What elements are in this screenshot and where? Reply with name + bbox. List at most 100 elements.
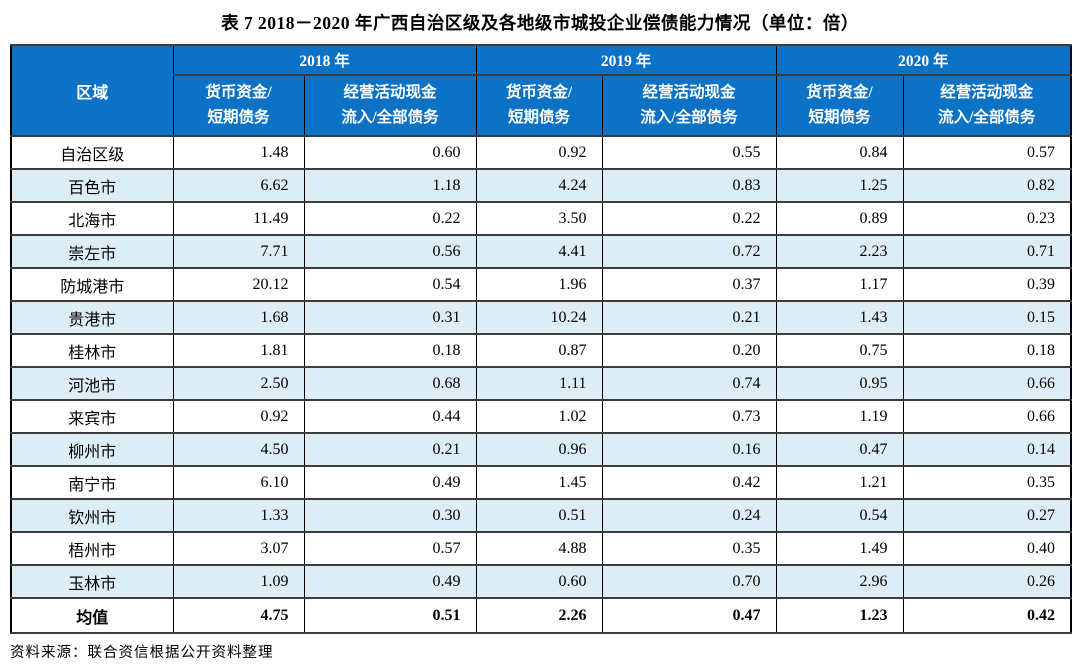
metric-line: 货币资金/ bbox=[505, 84, 573, 102]
value-cell: 0.95 bbox=[775, 366, 904, 401]
value-cell: 0.24 bbox=[601, 498, 777, 533]
value-cell: 0.57 bbox=[303, 531, 477, 566]
region-cell: 自治区级 bbox=[10, 135, 174, 170]
value-cell: 1.17 bbox=[775, 267, 904, 302]
metric-header-money-2020: 货币资金/ 短期债务 bbox=[775, 74, 904, 137]
column-header-region: 区域 bbox=[10, 44, 174, 137]
region-cell: 梧州市 bbox=[10, 531, 174, 566]
table-row: 桂林市 1.81 0.18 0.87 0.20 0.75 0.18 bbox=[10, 333, 1072, 368]
value-cell: 2.50 bbox=[172, 366, 305, 401]
source-note: 资料来源：联合资信根据公开资料整理 bbox=[10, 645, 274, 661]
metric-line: 流入/全部债务 bbox=[938, 108, 1036, 126]
region-cell: 崇左市 bbox=[10, 234, 174, 269]
value-cell: 1.11 bbox=[475, 366, 603, 401]
value-cell: 4.24 bbox=[475, 168, 603, 203]
value-cell: 2.96 bbox=[775, 564, 904, 599]
value-cell: 1.25 bbox=[775, 168, 904, 203]
value-cell: 0.40 bbox=[902, 531, 1072, 566]
value-cell: 0.21 bbox=[601, 300, 777, 335]
region-cell: 柳州市 bbox=[10, 432, 174, 467]
value-cell: 0.22 bbox=[303, 201, 477, 236]
table-row: 北海市 11.49 0.22 3.50 0.22 0.89 0.23 bbox=[10, 201, 1072, 236]
value-cell: 0.27 bbox=[902, 498, 1072, 533]
value-cell: 0.54 bbox=[775, 498, 904, 533]
value-cell: 0.71 bbox=[902, 234, 1072, 269]
value-cell: 0.21 bbox=[303, 432, 477, 467]
year-header-2020: 2020 年 bbox=[775, 44, 1072, 76]
region-cell: 北海市 bbox=[10, 201, 174, 236]
metric-line: 经营活动现金 bbox=[642, 84, 736, 102]
value-cell: 0.14 bbox=[902, 432, 1072, 467]
value-cell: 4.41 bbox=[475, 234, 603, 269]
metric-line: 经营活动现金 bbox=[343, 84, 437, 102]
value-cell: 0.37 bbox=[601, 267, 777, 302]
metric-header-cash-2018: 经营活动现金 流入/全部债务 bbox=[303, 74, 477, 137]
value-cell: 0.66 bbox=[902, 399, 1072, 434]
value-cell: 0.49 bbox=[303, 465, 477, 500]
table-row: 防城港市 20.12 0.54 1.96 0.37 1.17 0.39 bbox=[10, 267, 1072, 302]
value-cell: 0.74 bbox=[601, 366, 777, 401]
debt-capacity-table: 区域 2018 年 2019 年 2020 年 货币资金/ 短期债务 经营活动现… bbox=[10, 44, 1073, 634]
metric-line: 经营活动现金 bbox=[940, 84, 1034, 102]
table-row: 河池市 2.50 0.68 1.11 0.74 0.95 0.66 bbox=[10, 366, 1072, 401]
year-header-2018: 2018 年 bbox=[172, 44, 477, 76]
region-cell: 玉林市 bbox=[10, 564, 174, 599]
value-cell: 1.21 bbox=[775, 465, 904, 500]
value-cell: 0.92 bbox=[475, 135, 603, 170]
value-cell: 0.96 bbox=[475, 432, 603, 467]
value-cell: 1.81 bbox=[172, 333, 305, 368]
value-cell: 0.82 bbox=[902, 168, 1072, 203]
value-cell: 6.62 bbox=[172, 168, 305, 203]
region-cell: 南宁市 bbox=[10, 465, 174, 500]
value-cell: 0.57 bbox=[902, 135, 1072, 170]
value-cell: 0.44 bbox=[303, 399, 477, 434]
value-cell: 0.23 bbox=[902, 201, 1072, 236]
value-cell: 0.87 bbox=[475, 333, 603, 368]
metric-line: 短期债务 bbox=[508, 108, 571, 126]
value-cell: 0.20 bbox=[601, 333, 777, 368]
value-cell: 0.83 bbox=[601, 168, 777, 203]
value-cell: 1.68 bbox=[172, 300, 305, 335]
table-header: 区域 2018 年 2019 年 2020 年 货币资金/ 短期债务 经营活动现… bbox=[10, 44, 1072, 137]
value-cell: 10.24 bbox=[475, 300, 603, 335]
value-cell: 0.60 bbox=[475, 564, 603, 599]
metric-header-money-2019: 货币资金/ 短期债务 bbox=[475, 74, 603, 137]
value-cell: 0.70 bbox=[601, 564, 777, 599]
table-row: 来宾市 0.92 0.44 1.02 0.73 1.19 0.66 bbox=[10, 399, 1072, 434]
value-cell: 3.50 bbox=[475, 201, 603, 236]
value-cell: 0.66 bbox=[902, 366, 1072, 401]
region-cell: 百色市 bbox=[10, 168, 174, 203]
value-cell: 0.18 bbox=[303, 333, 477, 368]
value-cell: 0.55 bbox=[601, 135, 777, 170]
value-cell: 1.02 bbox=[475, 399, 603, 434]
value-cell: 1.43 bbox=[775, 300, 904, 335]
value-cell: 0.47 bbox=[601, 597, 777, 634]
value-cell: 2.26 bbox=[475, 597, 603, 634]
year-header-2019: 2019 年 bbox=[475, 44, 777, 76]
value-cell: 0.72 bbox=[601, 234, 777, 269]
metric-line: 货币资金/ bbox=[205, 84, 272, 102]
value-cell: 1.96 bbox=[475, 267, 603, 302]
value-cell: 0.60 bbox=[303, 135, 477, 170]
table-row: 柳州市 4.50 0.21 0.96 0.16 0.47 0.14 bbox=[10, 432, 1072, 467]
table-row: 玉林市 1.09 0.49 0.60 0.70 2.96 0.26 bbox=[10, 564, 1072, 599]
value-cell: 0.47 bbox=[775, 432, 904, 467]
region-cell: 防城港市 bbox=[10, 267, 174, 302]
value-cell: 3.07 bbox=[172, 531, 305, 566]
table-row: 崇左市 7.71 0.56 4.41 0.72 2.23 0.71 bbox=[10, 234, 1072, 269]
value-cell: 0.31 bbox=[303, 300, 477, 335]
metric-header-cash-2019: 经营活动现金 流入/全部债务 bbox=[601, 74, 777, 137]
metric-header-money-2018: 货币资金/ 短期债务 bbox=[172, 74, 305, 137]
value-cell: 0.42 bbox=[902, 597, 1072, 634]
region-cell: 河池市 bbox=[10, 366, 174, 401]
metric-line: 货币资金/ bbox=[806, 84, 873, 102]
value-cell: 0.35 bbox=[601, 531, 777, 566]
table-body: 自治区级 1.48 0.60 0.92 0.55 0.84 0.57 百色市 6.62 1.18 4… bbox=[10, 135, 1072, 634]
value-cell: 0.51 bbox=[475, 498, 603, 533]
value-cell: 11.49 bbox=[172, 201, 305, 236]
region-cell: 钦州市 bbox=[10, 498, 174, 533]
value-cell: 1.48 bbox=[172, 135, 305, 170]
value-cell: 0.42 bbox=[601, 465, 777, 500]
value-cell: 4.88 bbox=[475, 531, 603, 566]
value-cell: 0.51 bbox=[303, 597, 477, 634]
